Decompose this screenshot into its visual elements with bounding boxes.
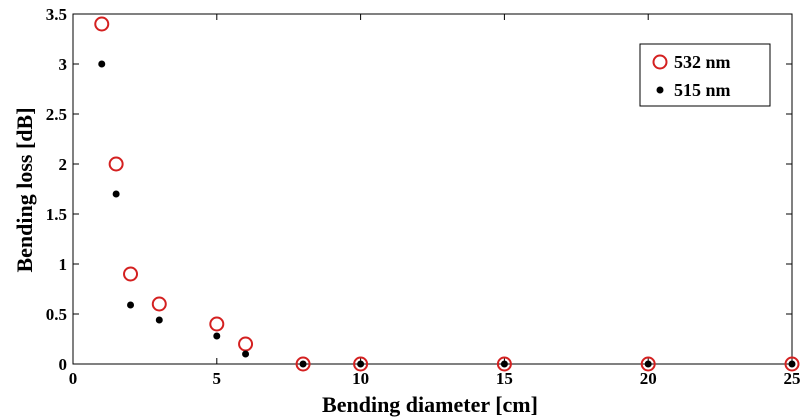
y-tick-label: 1 <box>59 255 68 274</box>
legend: 532 nm 515 nm <box>639 43 771 107</box>
y-tick-label: 0.5 <box>46 305 67 324</box>
legend-label: 532 nm <box>674 52 731 72</box>
y-tick-label: 2 <box>59 155 68 174</box>
data-point-515nm <box>155 316 163 324</box>
data-point-532nm <box>353 356 369 372</box>
data-point-532nm <box>784 356 800 372</box>
plot-area-frame <box>72 13 793 365</box>
legend-marker-532nm <box>652 54 668 70</box>
x-tick-label: 15 <box>496 369 513 388</box>
data-point-515nm <box>644 360 652 368</box>
legend-label: 515 nm <box>674 80 731 100</box>
data-point-515nm <box>299 360 307 368</box>
series-532-nm <box>94 16 800 372</box>
y-tick-label: 1.5 <box>46 205 67 224</box>
y-tick-label: 2.5 <box>46 105 67 124</box>
legend-marker-515nm <box>656 86 664 94</box>
series-515-nm <box>98 60 796 368</box>
data-point-515nm <box>213 332 221 340</box>
data-point-532nm <box>94 16 110 32</box>
data-point-532nm <box>295 356 311 372</box>
data-point-515nm <box>242 350 250 358</box>
data-point-515nm <box>500 360 508 368</box>
x-tick-label: 10 <box>352 369 369 388</box>
data-point-532nm <box>238 336 254 352</box>
x-tick-label: 20 <box>640 369 657 388</box>
x-tick-label: 5 <box>213 369 222 388</box>
data-point-515nm <box>788 360 796 368</box>
x-tick-label: 25 <box>784 369 801 388</box>
y-tick-label: 3.5 <box>46 5 67 24</box>
y-axis-title: Bending loss [dB] <box>12 107 37 272</box>
data-point-532nm <box>151 296 167 312</box>
data-point-532nm <box>108 156 124 172</box>
x-tick-label: 0 <box>69 369 78 388</box>
data-point-515nm <box>112 190 120 198</box>
data-point-532nm <box>209 316 225 332</box>
y-tick-label: 0 <box>59 355 68 374</box>
legend-box <box>639 43 771 107</box>
data-point-532nm <box>496 356 512 372</box>
data-point-532nm <box>640 356 656 372</box>
data-point-515nm <box>98 60 106 68</box>
x-axis-title: Bending diameter [cm] <box>322 392 538 417</box>
data-point-515nm <box>357 360 365 368</box>
data-point-515nm <box>127 301 135 309</box>
data-point-532nm <box>123 266 139 282</box>
y-tick-label: 3 <box>59 55 68 74</box>
